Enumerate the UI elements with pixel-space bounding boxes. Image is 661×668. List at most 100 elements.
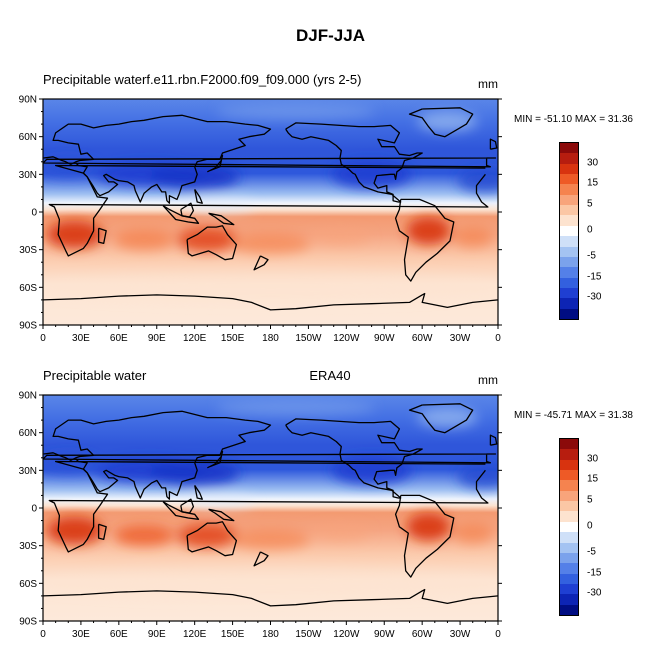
lon-tick-label: 0 bbox=[495, 333, 501, 344]
lon-tick-label: 90E bbox=[148, 629, 166, 640]
colorbar-label: 15 bbox=[587, 473, 599, 485]
coastline-japan bbox=[207, 154, 224, 173]
field-anomaly bbox=[452, 523, 493, 544]
lat-tick-label: 60S bbox=[19, 283, 37, 294]
lon-tick-label: 60E bbox=[110, 333, 128, 344]
field-anomaly bbox=[149, 164, 240, 189]
lon-tick-label: 90W bbox=[374, 333, 395, 344]
coastline-borneo bbox=[180, 498, 195, 514]
field-anomaly bbox=[177, 227, 238, 252]
coastline-philippines bbox=[194, 189, 203, 204]
lon-tick-label: 30W bbox=[450, 333, 471, 344]
coastline-aus bbox=[186, 521, 238, 557]
coastline-indonesia1 bbox=[162, 205, 200, 224]
coastline-nz bbox=[253, 551, 269, 567]
colorbar-label: 30 bbox=[587, 453, 599, 465]
lon-tick-label: 150E bbox=[221, 333, 245, 344]
field-anomaly bbox=[457, 168, 498, 193]
panel-center-title: ERA40 bbox=[309, 368, 351, 383]
coastline-nam bbox=[285, 418, 423, 499]
coastline-madagascar bbox=[97, 523, 107, 541]
coastline-uk bbox=[489, 434, 498, 446]
field-anomaly bbox=[457, 464, 498, 489]
coastline-africa bbox=[48, 460, 489, 553]
figure-title: DJF-JJA bbox=[296, 26, 365, 45]
lon-tick-label: 120E bbox=[183, 629, 207, 640]
lon-tick-label: 90W bbox=[374, 629, 395, 640]
coastline-philippines bbox=[194, 485, 203, 500]
coastline-japan bbox=[207, 450, 224, 469]
lat-tick-label: 60S bbox=[19, 579, 37, 590]
coastline-africa bbox=[48, 164, 489, 257]
lon-tick-label: 90E bbox=[148, 333, 166, 344]
colorbar-label: 0 bbox=[587, 224, 593, 236]
coastline-iberia bbox=[43, 453, 497, 464]
lon-tick-label: 150W bbox=[295, 333, 322, 344]
field-anomaly bbox=[230, 233, 311, 254]
coastline-nam bbox=[285, 122, 423, 203]
field-anomaly bbox=[310, 525, 371, 542]
field-anomaly bbox=[43, 454, 99, 475]
lat-tick-label: 90N bbox=[19, 391, 37, 402]
lon-tick-label: 120W bbox=[333, 629, 360, 640]
units-label: mm bbox=[478, 77, 498, 91]
panel-left-title: Precipitable water bbox=[43, 368, 147, 383]
coastline-greenland bbox=[408, 403, 474, 434]
lat-tick-label: 30N bbox=[19, 170, 37, 181]
coastline-sam bbox=[394, 494, 455, 578]
colorbar-label: 0 bbox=[587, 520, 593, 532]
coastline-sam bbox=[394, 198, 455, 282]
field-anomaly bbox=[114, 229, 175, 250]
lon-tick-label: 180 bbox=[262, 333, 279, 344]
field-anomaly bbox=[452, 227, 493, 248]
lon-tick-label: 60E bbox=[110, 629, 128, 640]
lon-tick-label: 180 bbox=[262, 629, 279, 640]
coastline-antarctica bbox=[43, 292, 498, 311]
units-label: mm bbox=[478, 373, 498, 387]
colorbar-swatch bbox=[560, 308, 578, 320]
colorbar-box bbox=[559, 142, 579, 320]
lat-tick-label: 30S bbox=[19, 245, 37, 256]
lat-tick-label: 0 bbox=[31, 504, 37, 515]
field-anomaly bbox=[149, 460, 240, 485]
field-anomaly bbox=[406, 512, 451, 541]
coastline-borneo bbox=[180, 202, 195, 218]
lon-tick-label: 120E bbox=[183, 333, 207, 344]
colorbar-box bbox=[559, 438, 579, 616]
lat-tick-label: 60N bbox=[19, 428, 37, 439]
field-anomaly bbox=[215, 103, 376, 120]
lat-tick-label: 90S bbox=[19, 321, 37, 332]
coastline-indonesia1 bbox=[162, 501, 200, 520]
field-anomaly bbox=[406, 216, 451, 245]
lon-tick-label: 60W bbox=[412, 629, 433, 640]
colorbar-label: -5 bbox=[587, 250, 596, 262]
coastline-nz bbox=[253, 255, 269, 271]
coastline-iberia bbox=[43, 157, 497, 168]
field-anomaly bbox=[114, 525, 175, 546]
panel-era40: Precipitable water ERA40 mm MIN = -45.71… bbox=[0, 368, 661, 668]
colorbar-label: 5 bbox=[587, 494, 593, 506]
colorbar-label: 5 bbox=[587, 198, 593, 210]
field-anomaly bbox=[43, 158, 99, 179]
lat-tick-label: 30N bbox=[19, 466, 37, 477]
lon-tick-label: 0 bbox=[40, 629, 46, 640]
lon-tick-label: 0 bbox=[495, 629, 501, 640]
lon-tick-label: 30W bbox=[450, 629, 471, 640]
field-anomaly bbox=[230, 529, 311, 550]
coastline-madagascar bbox=[97, 227, 107, 245]
panel-model: Precipitable waterf.e11.rbn.F2000.f09_f0… bbox=[0, 72, 661, 372]
lon-tick-label: 150E bbox=[221, 629, 245, 640]
field-anomaly bbox=[215, 399, 376, 416]
lon-tick-label: 30E bbox=[72, 333, 90, 344]
field-anomaly bbox=[177, 523, 238, 548]
coastline-antarctica bbox=[43, 588, 498, 607]
lat-tick-label: 60N bbox=[19, 132, 37, 143]
panel-left-title: Precipitable waterf.e11.rbn.F2000.f09_f0… bbox=[43, 72, 362, 87]
lat-tick-label: 30S bbox=[19, 541, 37, 552]
colorbar-label: -30 bbox=[587, 291, 602, 303]
field-anomaly bbox=[331, 160, 412, 189]
lat-tick-label: 0 bbox=[31, 208, 37, 219]
min-max-label: MIN = -45.71 MAX = 31.38 bbox=[514, 410, 633, 421]
